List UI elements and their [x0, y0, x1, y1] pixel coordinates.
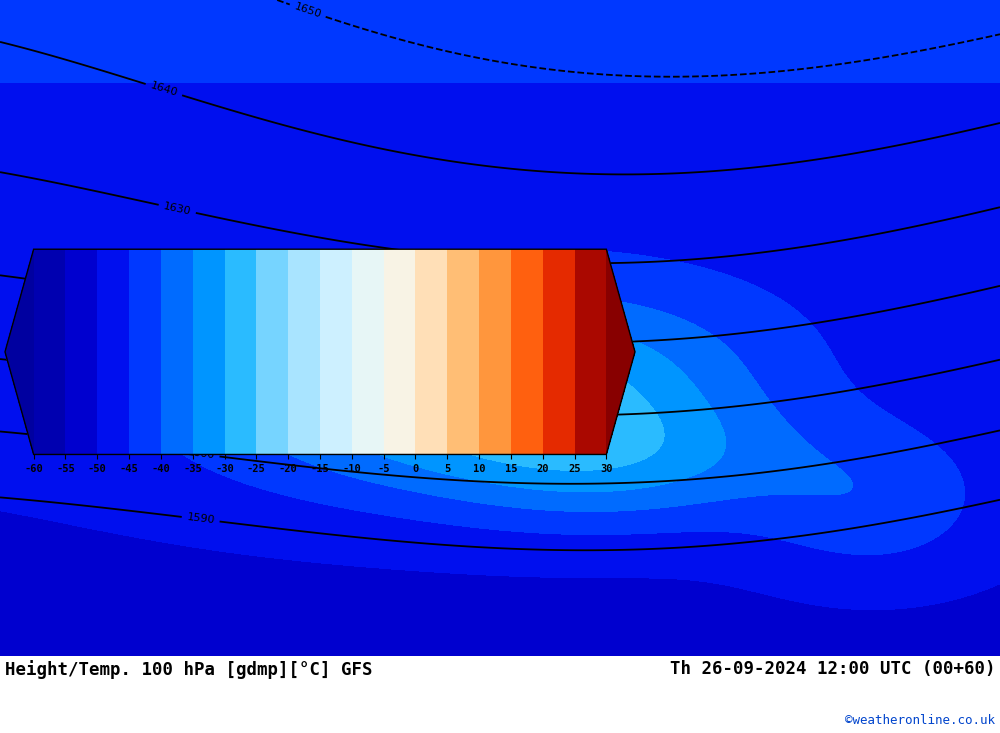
PathPatch shape: [606, 249, 635, 454]
Text: 1620: 1620: [176, 298, 205, 312]
Text: Height/Temp. 100 hPa [gdmp][°C] GFS: Height/Temp. 100 hPa [gdmp][°C] GFS: [5, 660, 372, 679]
Text: 1600: 1600: [186, 447, 215, 461]
Text: ©weatheronline.co.uk: ©weatheronline.co.uk: [845, 714, 995, 727]
Text: 1640: 1640: [149, 81, 179, 99]
Text: Th 26-09-2024 12:00 UTC (00+60): Th 26-09-2024 12:00 UTC (00+60): [670, 660, 995, 678]
Text: 1610: 1610: [183, 377, 212, 391]
PathPatch shape: [5, 249, 34, 454]
Text: 1590: 1590: [186, 512, 215, 526]
Text: 1650: 1650: [293, 1, 323, 20]
Text: 1630: 1630: [163, 201, 192, 217]
